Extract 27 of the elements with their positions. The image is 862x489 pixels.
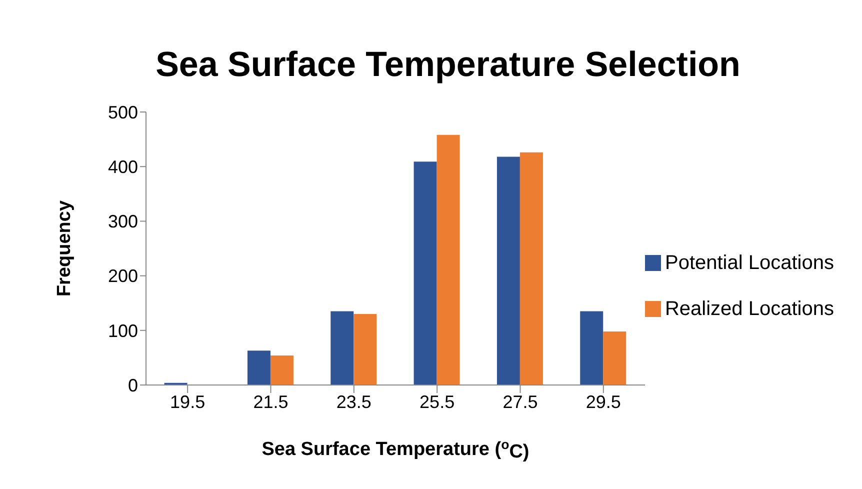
y-tick-label: 100 xyxy=(108,320,138,341)
y-tick-label: 400 xyxy=(108,156,138,177)
bar xyxy=(330,311,354,385)
y-tick-label: 200 xyxy=(108,266,138,286)
x-tick-label: 19.5 xyxy=(170,392,206,412)
bar xyxy=(520,152,543,385)
x-axis-title: Sea Surface Temperature ($^{o}$C) xyxy=(262,437,530,463)
y-tick-label: 0 xyxy=(128,375,138,396)
legend-label: Potential Locations xyxy=(664,252,834,274)
bar xyxy=(354,314,377,385)
bar xyxy=(603,331,626,385)
bar xyxy=(580,311,604,385)
x-tick-label: 25.5 xyxy=(420,392,455,412)
bar xyxy=(414,162,437,385)
bar xyxy=(496,156,520,385)
y-tick-label: 300 xyxy=(108,212,138,232)
bar xyxy=(270,356,294,385)
bar xyxy=(436,134,460,385)
legend-label: Realized Locations xyxy=(664,298,834,320)
x-tick-label: 21.5 xyxy=(253,392,288,412)
y-axis-title: Frequency xyxy=(54,200,75,297)
x-tick-label: 29.5 xyxy=(586,392,621,412)
chart-title: Sea Surface Temperature Selection xyxy=(156,45,740,84)
y-tick-label: 500 xyxy=(108,102,138,122)
x-tick-label: 23.5 xyxy=(336,392,372,412)
x-tick-label: 27.5 xyxy=(502,392,538,412)
bar xyxy=(247,350,270,385)
